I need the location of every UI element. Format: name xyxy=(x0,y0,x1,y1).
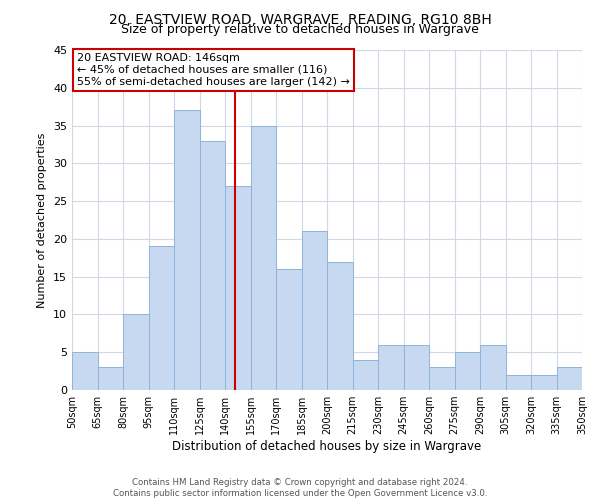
Bar xyxy=(531,375,557,390)
Bar xyxy=(480,344,506,390)
Bar xyxy=(123,314,149,390)
X-axis label: Distribution of detached houses by size in Wargrave: Distribution of detached houses by size … xyxy=(172,440,482,453)
Text: 20 EASTVIEW ROAD: 146sqm
← 45% of detached houses are smaller (116)
55% of semi-: 20 EASTVIEW ROAD: 146sqm ← 45% of detach… xyxy=(77,54,350,86)
Bar xyxy=(225,186,251,390)
Bar xyxy=(72,352,97,390)
Bar xyxy=(353,360,378,390)
Bar xyxy=(378,344,404,390)
Bar xyxy=(149,246,174,390)
Bar xyxy=(505,375,531,390)
Bar xyxy=(199,140,225,390)
Bar xyxy=(455,352,480,390)
Bar xyxy=(302,232,327,390)
Bar xyxy=(251,126,276,390)
Y-axis label: Number of detached properties: Number of detached properties xyxy=(37,132,47,308)
Bar xyxy=(557,368,582,390)
Text: Contains HM Land Registry data © Crown copyright and database right 2024.
Contai: Contains HM Land Registry data © Crown c… xyxy=(113,478,487,498)
Text: 20, EASTVIEW ROAD, WARGRAVE, READING, RG10 8BH: 20, EASTVIEW ROAD, WARGRAVE, READING, RG… xyxy=(109,12,491,26)
Bar xyxy=(97,368,123,390)
Bar xyxy=(429,368,455,390)
Bar xyxy=(174,110,199,390)
Text: Size of property relative to detached houses in Wargrave: Size of property relative to detached ho… xyxy=(121,22,479,36)
Bar xyxy=(327,262,353,390)
Bar xyxy=(276,269,302,390)
Bar xyxy=(404,344,429,390)
